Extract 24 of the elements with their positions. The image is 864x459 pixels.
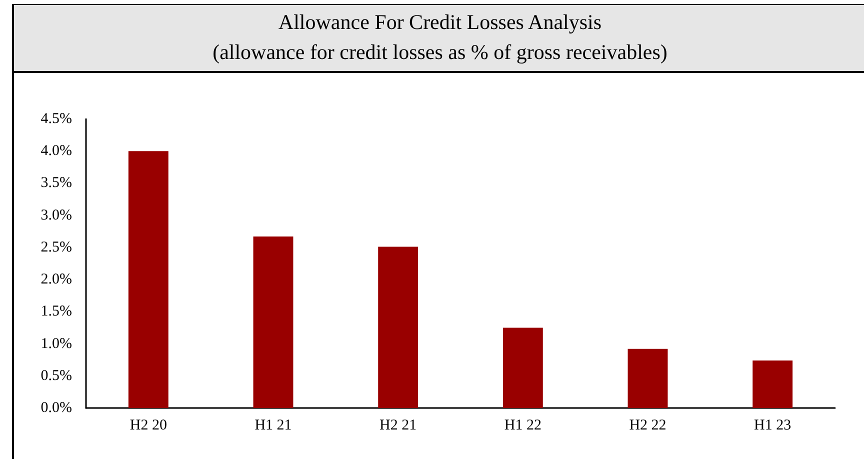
bar (378, 246, 418, 408)
y-tick-label: 1.0% (40, 336, 72, 352)
bar (128, 151, 168, 408)
x-tick-label: H1 23 (754, 418, 792, 434)
y-tick-label: 2.0% (40, 272, 72, 288)
x-tick-label: H1 21 (254, 418, 292, 434)
y-tick-label: 4.5% (40, 111, 72, 127)
x-tick-label: H2 21 (380, 418, 417, 434)
chart-subtitle: (allowance for credit losses as % of gross receivables) (212, 39, 668, 66)
chart-title: Allowance For Credit Losses Analysis (277, 9, 603, 36)
y-tick-label: 0.5% (40, 368, 72, 384)
bar (628, 348, 668, 408)
bar (502, 328, 543, 408)
y-tick-label: 3.5% (40, 175, 72, 192)
x-tick-label: H2 20 (130, 418, 167, 434)
bar (253, 236, 294, 408)
x-tick-label: H1 22 (504, 418, 542, 434)
y-tick-label: 3.0% (40, 207, 72, 224)
y-tick-label: 0.0% (40, 400, 72, 416)
bar (752, 360, 793, 408)
y-tick-label: 1.5% (40, 304, 72, 320)
x-tick-label: H2 22 (629, 418, 666, 434)
y-tick-label: 4.0% (40, 143, 72, 160)
y-tick-label: 2.5% (40, 239, 72, 256)
